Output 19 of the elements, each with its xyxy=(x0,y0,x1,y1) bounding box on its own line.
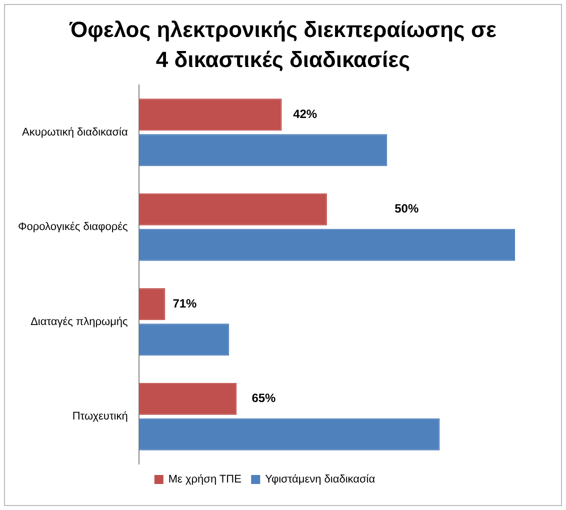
bar xyxy=(138,382,237,415)
bar xyxy=(138,193,327,226)
legend-label: Υφιστάμενη διαδικασία xyxy=(265,474,376,486)
y-tick-label: Πτωχευτική xyxy=(72,410,128,423)
bar xyxy=(138,288,166,320)
bar xyxy=(138,228,515,261)
y-tick-label: Φορολογικές διαφορές xyxy=(18,221,128,234)
legend-label: Με χρήση ΤΠΕ xyxy=(168,474,242,486)
bar xyxy=(138,324,230,356)
annotation: 71% xyxy=(172,296,198,310)
y-tick-label: Ακυρωτική διαδικασία xyxy=(22,126,128,138)
annotation: 65% xyxy=(252,391,276,406)
bar xyxy=(138,134,388,166)
bar xyxy=(138,418,440,450)
annotation: 50% xyxy=(394,202,419,216)
bar xyxy=(138,98,282,131)
chart-title: Όφελος ηλεκτρονικής διεκπεραίωσης σε 4 δικαστικές διαδικασίες xyxy=(68,16,498,74)
y-tick-label: Διαταγές πληρωμής xyxy=(30,316,128,328)
annotation: 42% xyxy=(293,106,318,121)
